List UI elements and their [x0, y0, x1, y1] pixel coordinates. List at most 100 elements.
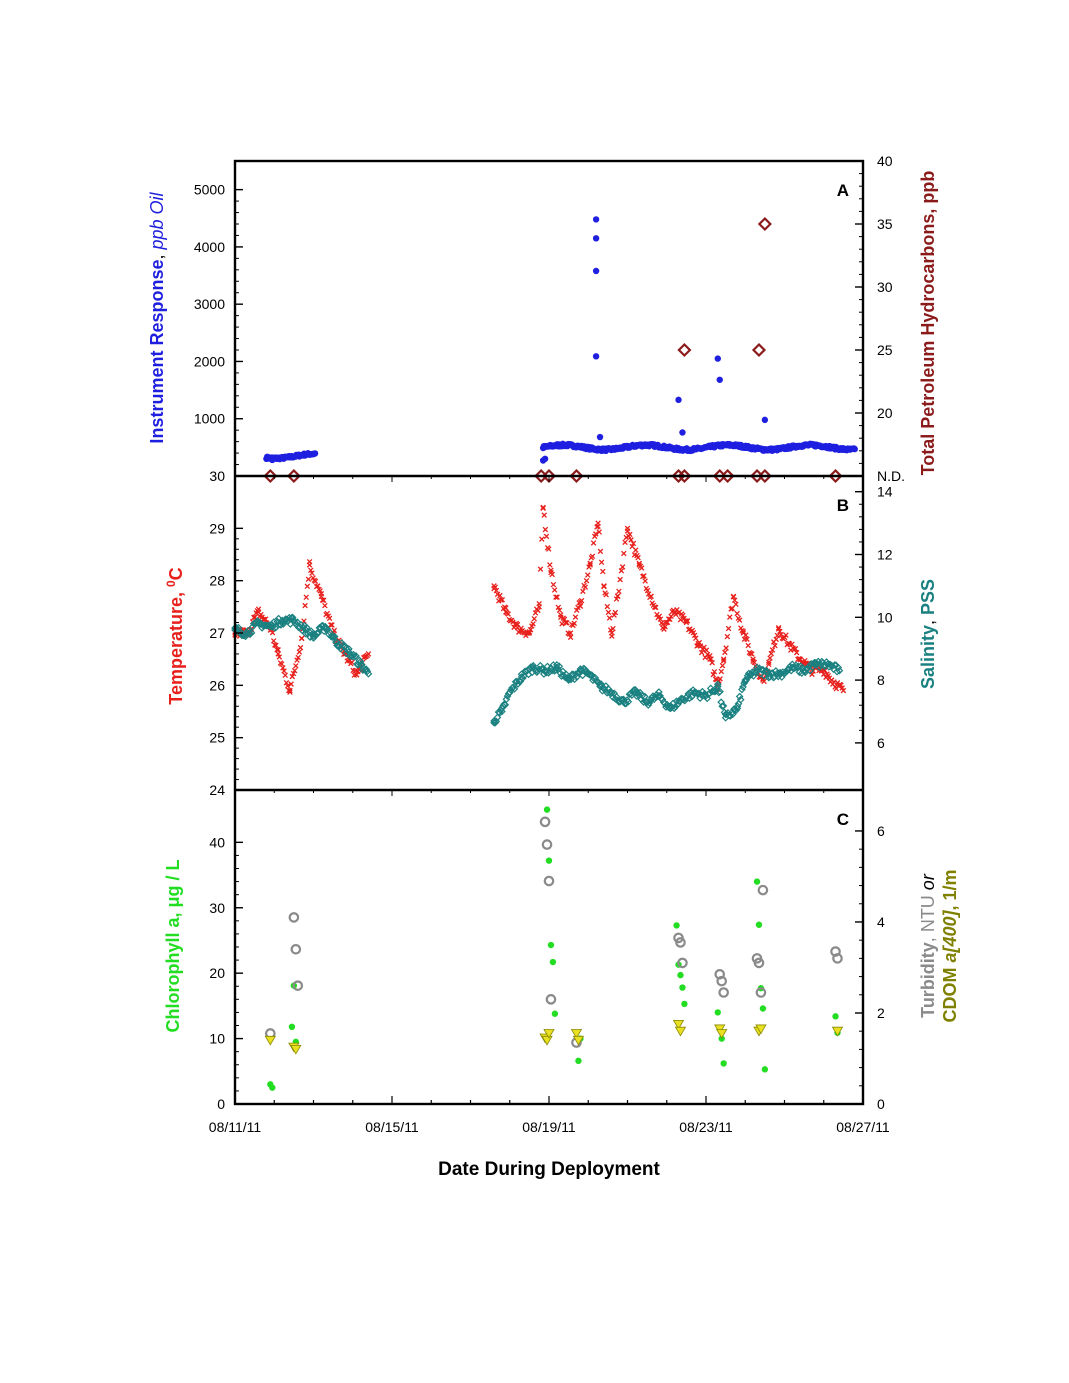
data-point — [593, 531, 599, 537]
data-point — [288, 613, 297, 622]
right-tick-label-B-0: 6 — [877, 735, 885, 751]
data-point — [677, 957, 688, 969]
data-point — [592, 267, 600, 275]
data-point — [655, 688, 663, 696]
data-point — [263, 468, 278, 484]
data-point — [553, 663, 561, 672]
data-point — [720, 468, 735, 484]
right-tick-label-A-5: 40 — [877, 153, 893, 169]
data-point — [288, 912, 300, 923]
data-point — [617, 576, 623, 583]
data-point — [307, 567, 314, 573]
data-point — [586, 671, 595, 679]
data-point — [545, 546, 552, 552]
data-point — [575, 1057, 582, 1065]
data-point — [550, 581, 557, 588]
data-point — [269, 1084, 276, 1091]
data-point — [571, 670, 580, 679]
data-point — [493, 587, 500, 594]
data-point — [598, 559, 605, 566]
data-point — [309, 632, 318, 640]
data-point — [254, 619, 263, 628]
data-point — [708, 656, 714, 662]
data-point — [660, 625, 666, 631]
data-point — [683, 618, 690, 624]
data-point — [656, 613, 663, 620]
data-point — [547, 941, 555, 949]
data-point — [655, 691, 663, 700]
data-point — [590, 540, 597, 546]
turbidity-axis-title: Turbidity, NTU or — [918, 873, 938, 1018]
data-point — [535, 607, 541, 614]
data-point — [269, 456, 276, 464]
data-point — [247, 628, 256, 637]
data-point — [507, 686, 515, 694]
data-point — [304, 583, 311, 590]
data-point — [797, 669, 806, 678]
data-point — [776, 669, 785, 678]
data-point — [570, 675, 579, 684]
data-point — [828, 468, 843, 484]
data-point — [497, 592, 503, 599]
data-point — [572, 1035, 585, 1046]
data-point — [832, 953, 843, 964]
data-point — [720, 1060, 727, 1067]
data-point — [677, 468, 692, 484]
data-point — [624, 525, 631, 532]
data-point — [353, 672, 360, 678]
data-point — [833, 667, 841, 676]
data-point — [580, 588, 586, 595]
data-point — [677, 971, 684, 979]
cdom-axis-title: CDOM a[400], 1/m — [940, 869, 960, 1022]
data-point — [592, 353, 600, 360]
data-point — [329, 622, 335, 628]
data-point — [635, 554, 641, 561]
data-point — [612, 692, 621, 701]
left-tick-label-B-2: 26 — [209, 677, 225, 693]
right-tick-label-A-3: 30 — [877, 279, 893, 295]
data-point — [305, 576, 312, 582]
data-point — [491, 583, 497, 589]
data-point — [733, 601, 739, 608]
data-point — [642, 578, 648, 584]
oil-axis-title: Instrument Response, ppb Oil — [147, 191, 167, 443]
right-tick-label-A-1: 20 — [877, 405, 893, 421]
data-point — [777, 628, 783, 635]
data-point — [636, 562, 643, 568]
data-point — [278, 616, 286, 625]
data-point — [720, 656, 727, 662]
data-point — [761, 416, 769, 424]
data-point — [262, 616, 269, 622]
data-point — [597, 548, 604, 555]
right-tick-label-B-4: 14 — [877, 484, 893, 500]
data-point — [735, 692, 744, 701]
data-point — [309, 570, 315, 576]
x-axis-title: Date During Deployment — [438, 1159, 660, 1180]
data-point — [679, 429, 686, 436]
data-point — [644, 587, 651, 594]
data-point — [822, 658, 831, 666]
data-point — [596, 529, 602, 535]
data-point — [328, 622, 334, 628]
data-point — [280, 665, 286, 671]
panel-letter-C: C — [837, 810, 849, 829]
data-point — [333, 638, 341, 647]
data-point — [529, 663, 538, 672]
data-point — [709, 659, 715, 666]
data-point — [606, 615, 613, 621]
data-point — [667, 616, 673, 622]
data-point — [543, 806, 551, 813]
data-point — [788, 663, 797, 672]
data-point — [723, 645, 729, 651]
data-point — [774, 632, 781, 639]
data-point — [596, 433, 604, 441]
data-point — [681, 1000, 688, 1008]
data-point — [794, 662, 803, 671]
data-point — [295, 654, 301, 661]
data-point — [750, 656, 756, 662]
data-point — [633, 688, 642, 697]
data-point — [740, 628, 747, 635]
data-point — [612, 609, 619, 616]
data-point — [275, 651, 281, 657]
x-tick-label-3: 08/23/11 — [679, 1119, 733, 1135]
